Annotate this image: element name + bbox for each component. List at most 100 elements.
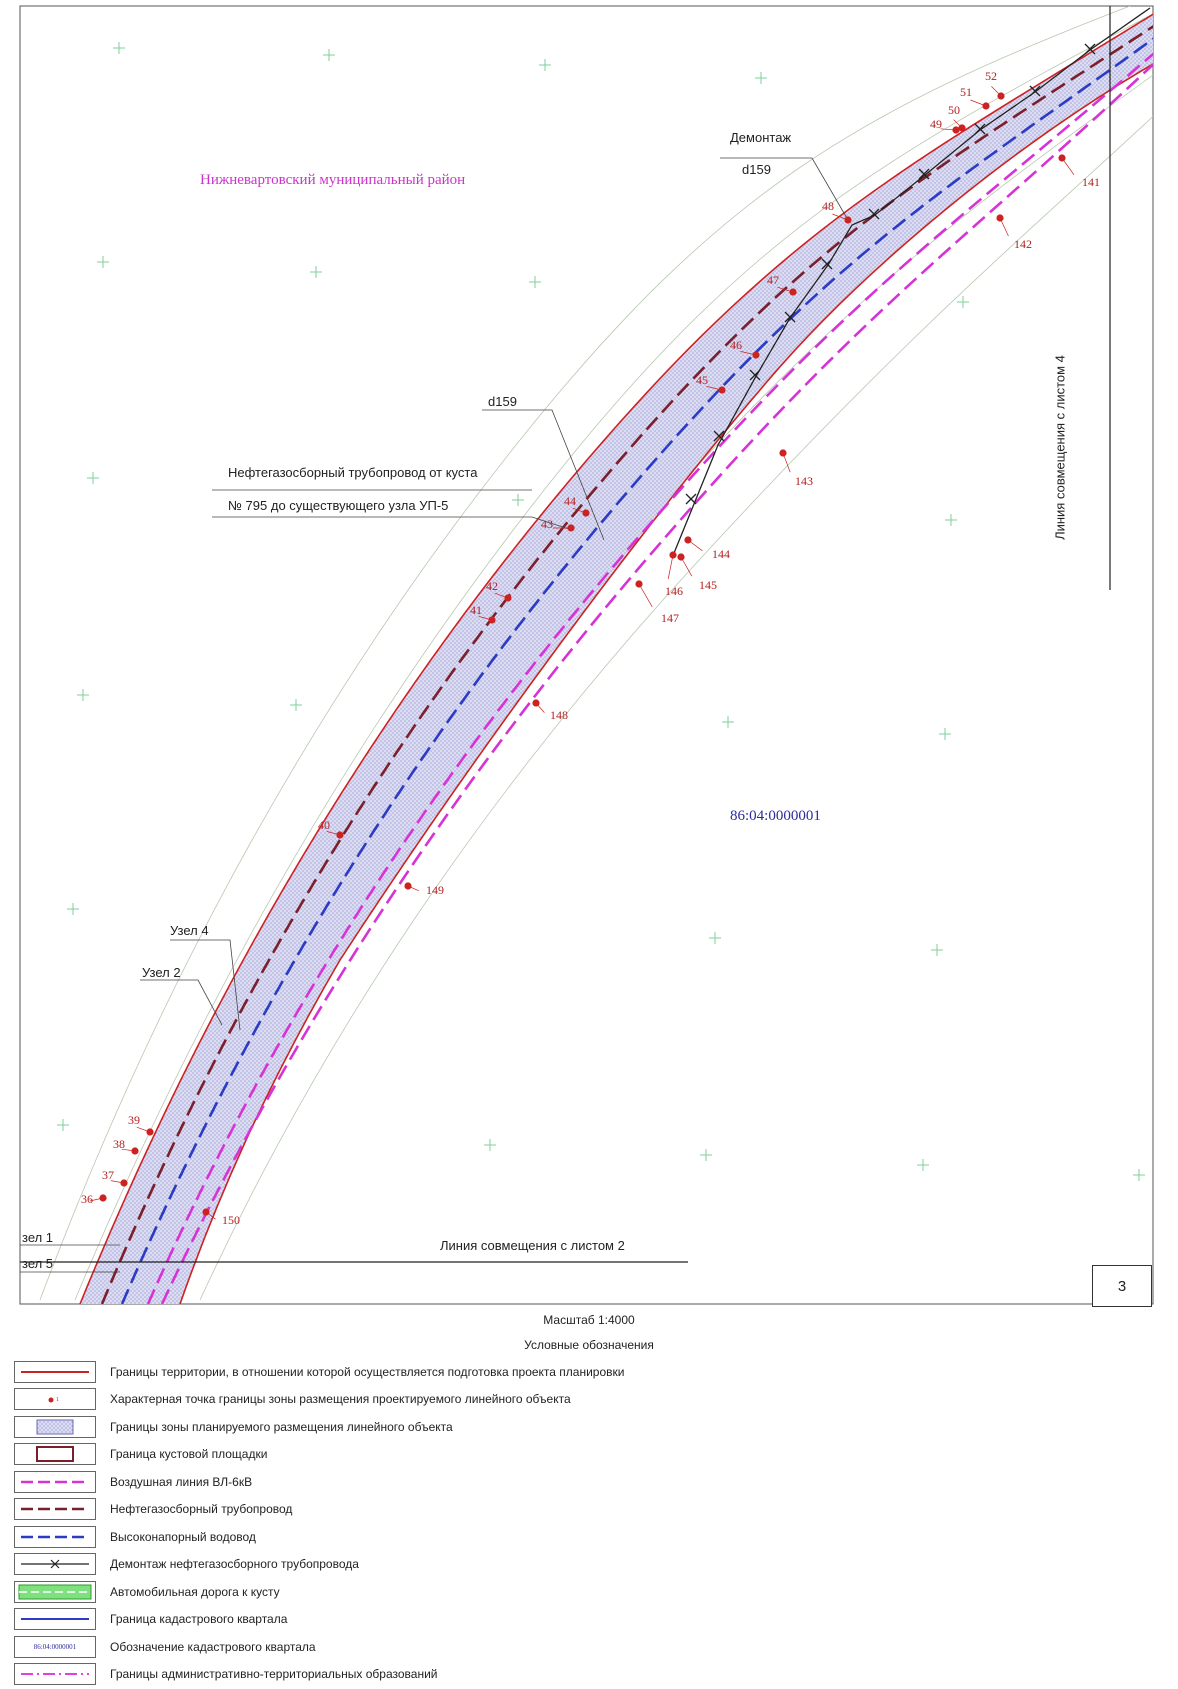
boundary-point-label-149: 149 [426, 883, 444, 897]
boundary-point-150 [202, 1208, 210, 1216]
legend-row: Воздушная линия ВЛ-6кВ [14, 1468, 1164, 1496]
legend-symbol-pink-dashdot [14, 1663, 96, 1686]
power-line-1 [146, 52, 1153, 1304]
legend-text: Нефтегазосборный трубопровод [110, 1502, 293, 1517]
legend-row: Границы зоны планируемого размещения лин… [14, 1413, 1164, 1441]
point-leader-146 [667, 554, 674, 580]
boundary-point-144 [684, 536, 692, 544]
boundary-point-label-143: 143 [795, 474, 813, 488]
legend: Границы территории, в отношении которой … [14, 1358, 1164, 1688]
legend-text: Граница кустовой площадки [110, 1447, 268, 1462]
callout-pipeline-line2: № 795 до существующего узла УП-5 [228, 498, 449, 513]
planning-zone [80, 14, 1153, 1304]
boundary-point-label-141: 141 [1082, 175, 1100, 189]
boundary-point-label-45: 45 [696, 373, 708, 387]
boundary-point-42 [504, 594, 512, 602]
legend-title: Условные обозначения [524, 1338, 654, 1352]
power-line-2 [160, 62, 1153, 1304]
boundary-point-145 [677, 553, 685, 561]
boundary-point-142 [996, 214, 1004, 222]
boundary-point-label-146: 146 [665, 584, 683, 598]
legend-row: Граница кадастрового квартала [14, 1606, 1164, 1634]
boundary-point-label-37: 37 [102, 1168, 114, 1182]
territory-boundary-left [79, 13, 1153, 1304]
legend-symbol-pad-box [14, 1443, 96, 1466]
legend-text: Высоконапорный водовод [110, 1529, 256, 1544]
boundary-point-47 [789, 288, 797, 296]
legend-symbol-cad-label: 86:04:0000001 [14, 1635, 96, 1658]
legend-row: Демонтаж нефтегазосборного трубопровода [14, 1551, 1164, 1579]
boundary-point-label-42: 42 [486, 579, 498, 593]
boundary-point-label-49: 49 [930, 117, 942, 131]
dismantle-line [671, 7, 1151, 559]
legend-symbol-road [14, 1580, 96, 1603]
boundary-point-50 [958, 124, 966, 132]
legend-row: Границы административно-территориальных … [14, 1661, 1164, 1689]
legend-symbol-dismantle-line [14, 1553, 96, 1576]
boundary-point-37 [120, 1179, 128, 1187]
boundary-point-45 [718, 386, 726, 394]
legend-row: Высоконапорный водовод [14, 1523, 1164, 1551]
callout-uzel1: зел 1 [22, 1230, 54, 1245]
legend-symbol-pink-dash [14, 1470, 96, 1493]
boundary-point-label-144: 144 [712, 547, 730, 561]
boundary-point-52 [997, 92, 1005, 100]
boundary-point-label-46: 46 [730, 338, 742, 352]
boundary-point-label-52: 52 [985, 69, 997, 83]
cadastral-quarter-label: 86:04:0000001 [730, 808, 821, 824]
boundary-point-46 [752, 351, 760, 359]
legend-symbol-hatch-zone [14, 1415, 96, 1438]
svg-text:1: 1 [56, 1397, 59, 1403]
high-pressure-water-line [120, 37, 1153, 1304]
dismantle-crosses [685, 43, 1096, 505]
scale-text: Масштаб 1:4000 [543, 1313, 635, 1327]
district-label: Нижневартовский муниципальный район [200, 172, 466, 188]
boundary-point-149 [404, 882, 412, 890]
legend-row: Автомобильная дорога к кусту [14, 1578, 1164, 1606]
boundary-point-label-147: 147 [661, 611, 679, 625]
match-line-bottom-label: Линия совмещения с листом 2 [440, 1238, 625, 1253]
boundary-point-40 [336, 831, 344, 839]
boundary-point-146 [669, 551, 677, 559]
boundary-point-147 [635, 580, 643, 588]
boundary-point-39 [146, 1128, 154, 1136]
legend-cad-sample: 86:04:0000001 [33, 1642, 77, 1651]
match-line-right-label: Линия совмещения с листом 4 [1052, 355, 1068, 540]
legend-row: Граница кустовой площадки [14, 1441, 1164, 1469]
boundary-point-49 [952, 126, 960, 134]
boundary-point-41 [488, 616, 496, 624]
boundary-point-label-48: 48 [822, 199, 834, 213]
boundary-point-label-44: 44 [564, 494, 576, 508]
boundary-point-label-142: 142 [1014, 237, 1032, 251]
legend-text: Границы территории, в отношении которой … [110, 1364, 625, 1379]
callout-uzel2: Узел 2 [142, 965, 181, 980]
callout-demontazh: Демонтаж [730, 130, 792, 145]
legend-symbol-blue-line [14, 1608, 96, 1631]
legend-text: Автомобильная дорога к кусту [110, 1584, 280, 1599]
boundary-point-label-41: 41 [470, 603, 482, 617]
leader-lines [20, 157, 849, 1273]
boundary-point-label-50: 50 [948, 103, 960, 117]
legend-symbol-red-point: 1 [14, 1388, 96, 1411]
boundary-point-44 [582, 509, 590, 517]
grid-crosses [57, 42, 1145, 1181]
sheet-number: 3 [1092, 1265, 1152, 1307]
legend-text: Граница кадастрового квартала [110, 1612, 288, 1627]
boundary-point-label-150: 150 [222, 1213, 240, 1227]
point-leader-145 [680, 556, 693, 577]
boundary-point-label-51: 51 [960, 85, 972, 99]
boundary-point-48 [844, 216, 852, 224]
callout-d159-top: d159 [742, 162, 771, 177]
boundary-point-label-145: 145 [699, 578, 717, 592]
legend-text: Границы зоны планируемого размещения лин… [110, 1419, 453, 1434]
legend-text: Воздушная линия ВЛ-6кВ [110, 1474, 253, 1489]
callout-uzel4: Узел 4 [170, 923, 209, 938]
boundary-point-label-43: 43 [541, 517, 553, 531]
boundary-point-141 [1058, 154, 1066, 162]
legend-row: Границы территории, в отношении которой … [14, 1358, 1164, 1386]
boundary-point-38 [131, 1147, 139, 1155]
legend-text: Границы административно-территориальных … [110, 1667, 438, 1682]
legend-row: 1 Характерная точка границы зоны размеще… [14, 1386, 1164, 1414]
